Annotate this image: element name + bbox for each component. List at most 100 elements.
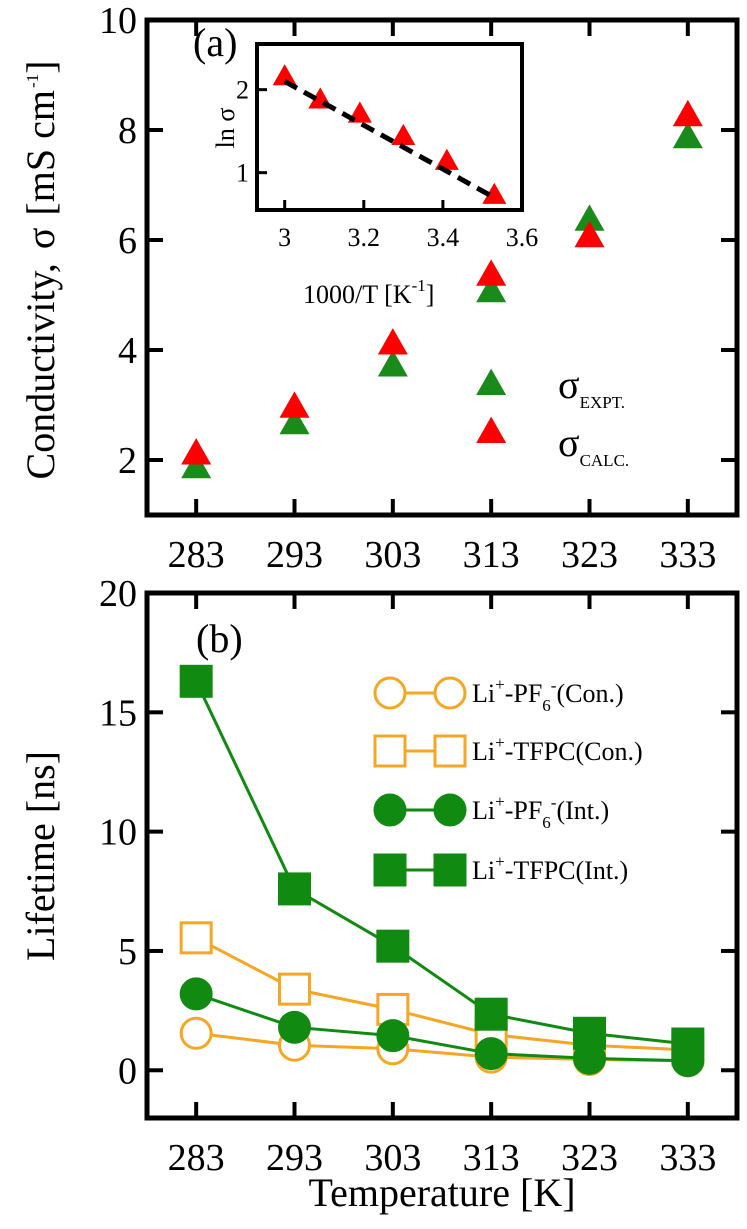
panel-a-x-ticks: 283 293 303 313 323 333 (168, 20, 716, 576)
data-point-extra (476, 275, 507, 303)
inset-y-axis-label: ln σ (211, 108, 240, 149)
legend-label-label-sub: 6 (542, 813, 551, 832)
panel-a-inset: 3 3.2 3.4 3.6 1 2 ln σ 1000/T [K-1] (211, 42, 538, 309)
legend-calc-subscript: CALC. (580, 451, 630, 470)
panel-b-label: (b) (196, 616, 243, 661)
panel-a: (a) 2 4 6 8 10 283 293 303 313 323 333 Conductivi… (18, 0, 740, 576)
x-tick-label: 313 (463, 534, 520, 576)
inset-data-point (391, 123, 416, 145)
legend-label-label-sup: + (495, 792, 505, 811)
panel-a-frame (144, 17, 740, 518)
legend-marker (433, 853, 467, 887)
series-3-point (278, 872, 311, 906)
x-tick-label: 313 (463, 1137, 520, 1179)
legend-label-label-mid: -TFPC(Int.) (505, 856, 629, 885)
legend-marker (373, 853, 407, 887)
legend-expt: σEXPT. (558, 362, 625, 412)
panel-a-y-ticks: 2 4 6 8 10 (99, 0, 737, 482)
y-tick-label: 10 (99, 0, 137, 42)
inset-ticks: 3 3.2 3.4 3.6 1 2 (236, 76, 538, 252)
data-point-calc (181, 438, 212, 465)
series-1-point (278, 972, 311, 1006)
y-tick-label: 8 (118, 110, 137, 152)
data-point-expt (181, 451, 212, 479)
legend-calc: σCALC. (558, 420, 629, 470)
y-label-unit-close: ] (18, 61, 63, 74)
y-tick-label: 6 (118, 220, 137, 262)
x-tick-label: 293 (266, 534, 323, 576)
data-point-expt (279, 407, 310, 435)
y-label-unit: [mS cm (18, 90, 63, 216)
y-label-word: Conductivity, (18, 263, 63, 479)
data-point-calc (279, 391, 310, 418)
inset-points (272, 64, 507, 204)
series-2-point (474, 1037, 508, 1071)
legend-label-label-mid: -PF (505, 796, 543, 825)
legend-marker (373, 676, 407, 710)
inset-data-point (434, 148, 459, 170)
panel-a-legend: σEXPT. σCALC. (558, 362, 629, 470)
legend-label-label-end: (Int.) (556, 796, 609, 825)
legend-marker-calc (476, 416, 507, 444)
legend-marker (433, 676, 467, 710)
legend-label-label-sup: + (495, 733, 505, 752)
series-3-point (474, 997, 508, 1031)
y-label-symbol: σ (18, 228, 63, 250)
legend-label-label-mid: -PF (505, 679, 543, 708)
data-point-calc (672, 99, 703, 127)
panel-a-label: (a) (193, 20, 237, 65)
inset-x-tick-label: 3 (278, 223, 291, 252)
x-tick-label: 333 (659, 1137, 716, 1179)
legend-expt-symbol: σ (558, 362, 580, 407)
legend-label-label-end: (Con.) (556, 679, 623, 708)
x-tick-label: 303 (364, 1137, 421, 1179)
x-tick-label: 293 (266, 1137, 323, 1179)
panel-b-x-axis-label: Temperature [K] (308, 1170, 575, 1215)
legend-label-name: Li (472, 737, 495, 766)
y-tick-label: 0 (118, 1050, 137, 1092)
panel-b-y-ticks: 0 5 10 15 20 (99, 573, 737, 1092)
data-point-expt (574, 204, 605, 231)
data-point-expt (672, 121, 703, 149)
series-line-1 (195, 936, 688, 1052)
series-2-point (278, 1010, 311, 1044)
y-tick-label: 2 (118, 440, 137, 482)
inset-x-label-superscript: -1 (412, 276, 426, 295)
legend-marker-expt (476, 368, 507, 396)
inset-data-point (482, 182, 507, 204)
y-tick-label: 4 (118, 330, 137, 372)
y-label-unit-superscript: -1 (23, 74, 42, 88)
legend-label: Li+-TFPC(Int.) (472, 852, 628, 885)
inset-x-label-text: 1000/T [K (303, 280, 412, 309)
legend-label-name: Li (472, 679, 495, 708)
data-point-calc (574, 220, 605, 248)
legend-label: Li+-PF6-(Con.) (472, 675, 624, 715)
inset-fit-line (283, 79, 496, 200)
series-line-2 (195, 992, 688, 1063)
series-3-point (573, 1016, 606, 1050)
series-1-point (179, 921, 213, 955)
data-point-extra (476, 259, 507, 286)
data-point-calc (377, 328, 408, 355)
series-0-point (179, 1016, 213, 1050)
panel-b-x-ticks: 283 293 303 313 323 333 (168, 593, 716, 1179)
inset-x-tick-label: 3.6 (506, 223, 539, 252)
series-3-point (179, 664, 213, 698)
x-tick-label: 303 (364, 534, 421, 576)
x-tick-label: 323 (561, 1137, 618, 1179)
y-tick-label: 20 (99, 573, 137, 615)
legend-label-label-sup: + (495, 675, 505, 694)
legend-label-label-sup: + (495, 852, 505, 871)
inset-data-point (272, 64, 297, 86)
legend-expt-subscript: EXPT. (580, 393, 626, 412)
legend-label-label-sub: 6 (542, 696, 551, 715)
x-tick-label: 323 (561, 534, 618, 576)
panel-b-legend: Li+-PF6-(Con.)Li+-TFPC(Con.)Li+-PF6-(Int… (373, 675, 643, 887)
y-tick-label: 15 (99, 692, 137, 734)
data-point-expt (377, 350, 408, 377)
legend-label: Li+-PF6-(Int.) (472, 792, 609, 832)
inset-x-tick-label: 3.2 (348, 223, 381, 252)
series-3-point (671, 1027, 705, 1061)
legend-label-name: Li (472, 796, 495, 825)
inset-frame (255, 42, 524, 212)
